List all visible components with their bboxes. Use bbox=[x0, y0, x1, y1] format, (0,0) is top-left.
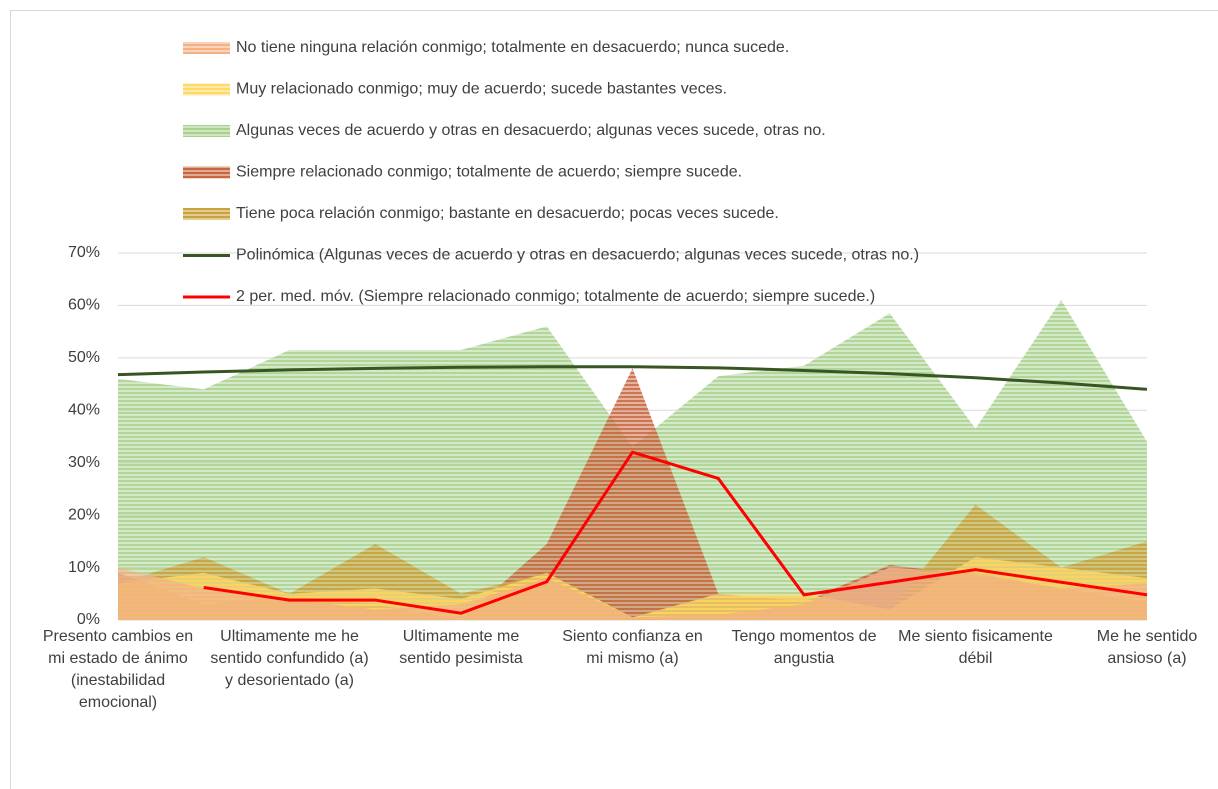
legend-label: Muy relacionado conmigo; muy de acuerdo;… bbox=[236, 81, 727, 98]
x-tick-label: Presento cambios en mi estado de ánimo (… bbox=[42, 628, 194, 711]
legend-swatch bbox=[183, 125, 230, 137]
x-tick-label: Siento confianza en mi mismo (a) bbox=[562, 628, 703, 667]
y-tick-label: 40% bbox=[68, 402, 100, 419]
area bbox=[118, 368, 1147, 620]
y-tick-label: 0% bbox=[77, 611, 100, 628]
area bbox=[118, 557, 1147, 620]
x-tick-label: Me siento fisicamente débil bbox=[898, 628, 1053, 667]
legend-label: Polinómica (Algunas veces de acuerdo y o… bbox=[236, 247, 919, 264]
legend-label: Tiene poca relación conmigo; bastante en… bbox=[236, 205, 779, 222]
y-tick-label: 60% bbox=[68, 297, 100, 314]
x-tick-label: Me he sentido ansioso (a) bbox=[1096, 628, 1198, 667]
legend-label: No tiene ninguna relación conmigo; total… bbox=[236, 39, 789, 56]
legend-swatch bbox=[183, 166, 230, 179]
y-tick-label: 50% bbox=[68, 349, 100, 366]
line bbox=[117, 365, 1148, 391]
y-tick-label: 10% bbox=[68, 559, 100, 576]
x-tick-label: Ultimamente me sentido pesimista bbox=[399, 628, 523, 667]
x-tick-label: Tengo momentos de angustia bbox=[731, 628, 877, 667]
legend-swatch bbox=[183, 208, 230, 220]
legend-label: 2 per. med. móv. (Siempre relacionado co… bbox=[236, 288, 875, 305]
y-tick-label: 20% bbox=[68, 506, 100, 523]
x-tick-label: Ultimamente me he sentido confundido (a)… bbox=[210, 628, 369, 689]
legend-label: Siempre relacionado conmigo; totalmente … bbox=[236, 164, 742, 181]
legend-swatch bbox=[183, 42, 230, 54]
y-tick-label: 70% bbox=[68, 244, 100, 261]
y-tick-label: 30% bbox=[68, 454, 100, 471]
chart-border bbox=[10, 10, 1218, 789]
legend-label: Algunas veces de acuerdo y otras en desa… bbox=[236, 122, 826, 139]
line bbox=[203, 450, 1148, 615]
area bbox=[118, 567, 1147, 620]
legend-swatch bbox=[183, 83, 230, 96]
